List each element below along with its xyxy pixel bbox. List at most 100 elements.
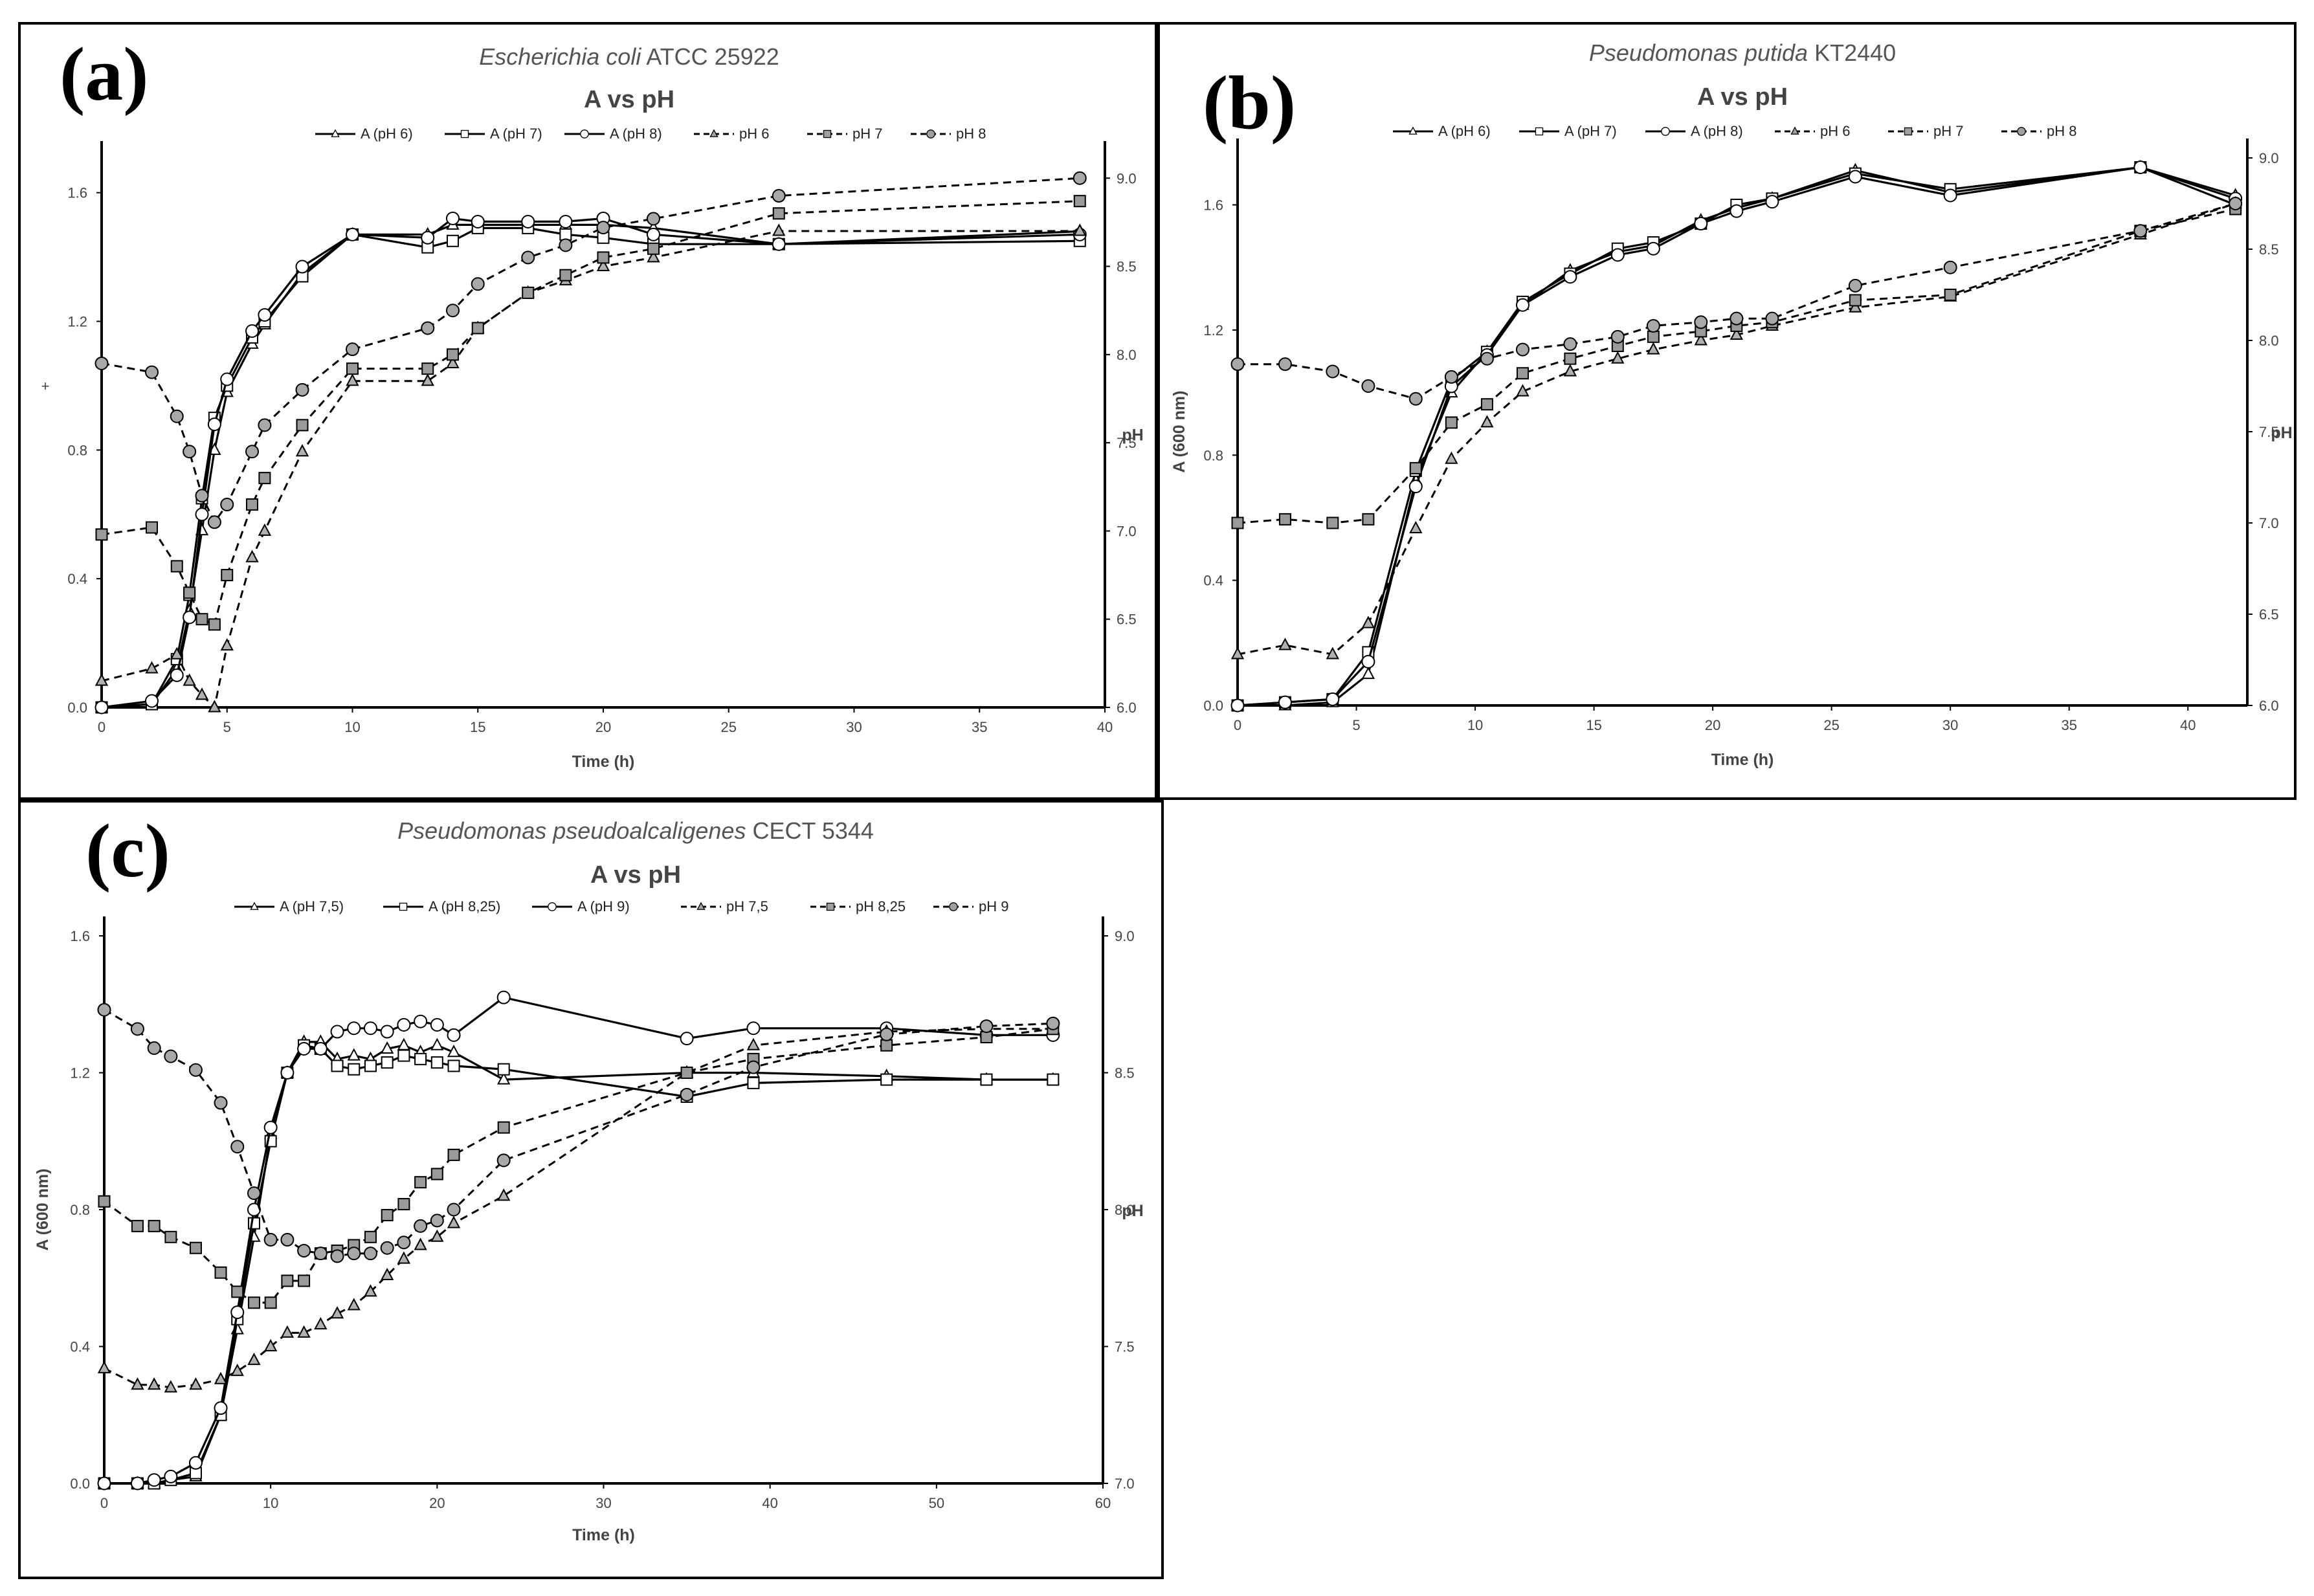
chart-title-organism-b: Pseudomonas putida [1589, 39, 1808, 66]
series-line [101, 177, 1080, 524]
y-tick-label: 1.6 [1203, 197, 1223, 214]
y-tick-label: 0.8 [1203, 447, 1223, 463]
data-point [397, 1037, 411, 1050]
data-point [1647, 342, 1660, 355]
data-point [1944, 289, 1957, 301]
y2-tick-label: 7.5 [1117, 435, 1137, 451]
data-point [446, 304, 460, 318]
legend-marker [826, 902, 835, 911]
legend-label: pH 6 [1820, 123, 1850, 139]
legend-marker [926, 129, 935, 139]
x-tick-label: 20 [595, 719, 611, 735]
data-point [647, 242, 660, 255]
data-point [414, 1014, 428, 1028]
data-point [497, 1188, 511, 1201]
chart-title-strain-c: CECT 5344 [752, 817, 873, 844]
data-point [195, 687, 209, 700]
data-point [220, 498, 234, 512]
data-point [1046, 1016, 1060, 1030]
data-point [330, 1306, 344, 1319]
data-point [1516, 384, 1530, 397]
x-tick-label: 10 [263, 1495, 278, 1511]
data-point [381, 1208, 394, 1221]
data-point [130, 1476, 144, 1491]
data-point [746, 1060, 761, 1074]
data-point [1730, 311, 1744, 326]
legend-label: A (pH 7,5) [280, 898, 344, 914]
data-point [97, 1476, 111, 1491]
panel-label-c: (c) [85, 808, 170, 893]
data-point [430, 1037, 444, 1050]
data-point [1361, 654, 1375, 669]
data-point [979, 1019, 994, 1034]
data-point [421, 230, 435, 245]
y2-tick-label: 6.5 [1117, 612, 1137, 628]
x-tick-label: 25 [1823, 717, 1839, 733]
data-point [1230, 357, 1245, 371]
data-point [1646, 241, 1660, 256]
series-c-4 [98, 1023, 1060, 1309]
data-point [1278, 637, 1292, 650]
series-b-4 [1231, 203, 2242, 529]
data-point [170, 409, 184, 423]
x-tick-label: 20 [429, 1495, 445, 1511]
data-point [772, 189, 786, 203]
data-point [647, 212, 660, 226]
data-point [1445, 451, 1458, 464]
data-point [497, 1063, 510, 1076]
series-a-4 [95, 195, 1086, 631]
data-point [214, 1401, 228, 1415]
legend-marker [580, 129, 589, 139]
data-point [98, 1195, 111, 1208]
data-point [220, 637, 234, 651]
data-point [164, 1469, 178, 1483]
y2-tick-label: 7.0 [2259, 515, 2279, 531]
data-point [164, 1230, 177, 1243]
data-point [747, 1076, 760, 1089]
data-point [430, 1056, 443, 1069]
data-point [421, 373, 434, 386]
data-point [95, 528, 108, 541]
series-a-2 [95, 211, 1087, 715]
data-point [1765, 195, 1779, 209]
data-point [471, 214, 485, 228]
data-point [447, 1215, 461, 1228]
data-point [97, 1360, 111, 1373]
chart-title-strain-b: KT2440 [1814, 39, 1896, 66]
data-point [297, 1325, 311, 1338]
data-point [164, 1380, 178, 1393]
data-point [381, 1041, 394, 1054]
y2-tick-label: 6.5 [2259, 606, 2279, 623]
data-point [183, 673, 196, 686]
panel-label-b: (b) [1203, 60, 1296, 145]
x-tick-label: 0 [1234, 717, 1241, 733]
data-point [183, 586, 196, 599]
data-point [559, 214, 573, 228]
data-point [297, 1243, 311, 1258]
data-point [1480, 351, 1494, 366]
data-point [295, 260, 309, 274]
data-point [189, 1241, 202, 1254]
x-axis-label-c: Time (h) [572, 1526, 635, 1544]
data-point [1480, 398, 1493, 411]
data-point [264, 1338, 278, 1351]
data-point [364, 1230, 377, 1243]
data-point [522, 286, 535, 299]
panel-label-a: (a) [60, 32, 149, 116]
data-point [1326, 692, 1340, 706]
chart-a: Escherichia coli ATCC 25922 A vs pH 0 5 10 15… [41, 43, 1144, 771]
data-point [1361, 667, 1375, 680]
data-point [1073, 223, 1087, 236]
y-tick-label: 1.2 [1203, 322, 1223, 338]
chart-title-space-a [641, 43, 646, 70]
data-point [247, 1296, 260, 1309]
series-a-5 [95, 171, 1087, 529]
data-point [1563, 364, 1577, 377]
data-point [521, 250, 535, 265]
x-tick-label: 5 [1352, 717, 1360, 733]
data-point [1694, 217, 1708, 231]
data-point [980, 1031, 993, 1044]
legend-marker [1535, 127, 1544, 136]
legend-label: pH 7 [852, 126, 882, 142]
data-point [246, 498, 258, 511]
